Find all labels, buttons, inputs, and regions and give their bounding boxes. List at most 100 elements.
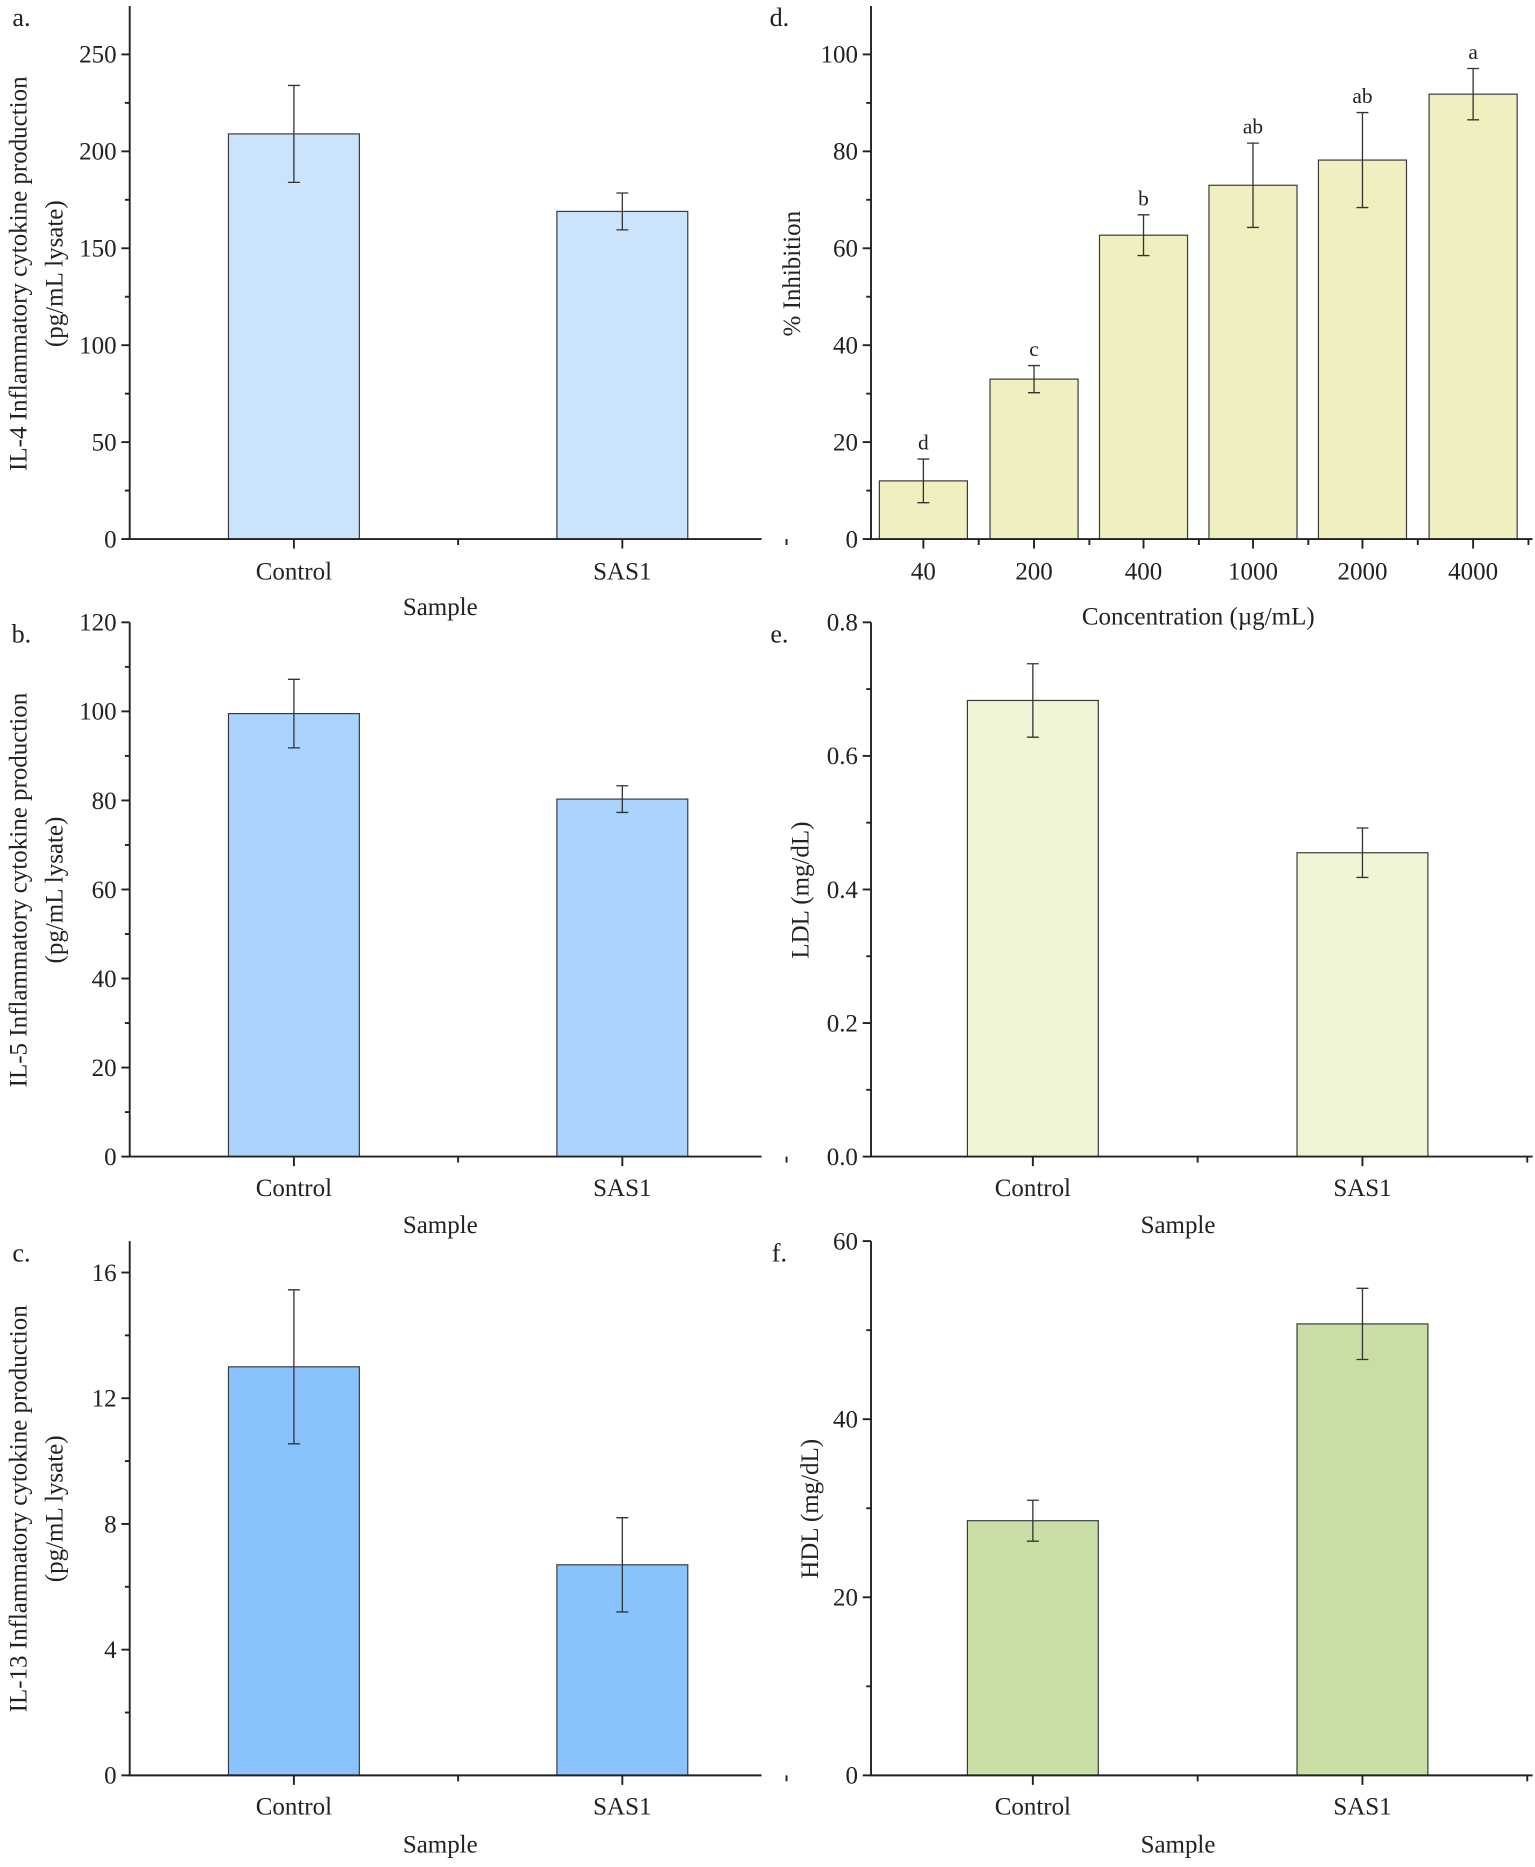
y-tick-label: 0.8	[827, 610, 858, 637]
error-bar	[1356, 827, 1369, 879]
error-bar	[1356, 1287, 1369, 1361]
error-bar	[1137, 214, 1150, 257]
y-axis-title: HDL (mg/dL)	[797, 1439, 824, 1579]
y-tick-label: 0	[104, 526, 116, 553]
bar-2000	[1317, 159, 1408, 540]
error-bar	[1356, 111, 1369, 209]
x-tick-label: SAS1	[593, 558, 651, 585]
x-tick-label: 4000	[1448, 558, 1498, 585]
x-tick-label: Control	[995, 1175, 1071, 1202]
x-tick-label: 400	[1125, 558, 1162, 585]
panel-label: c.	[12, 1238, 30, 1267]
error-bar	[1028, 364, 1040, 394]
y-axis-title: (pg/mL lysate)	[41, 1435, 68, 1582]
y-axis-title: IL-5 Inflammatory cytokine production	[6, 692, 33, 1087]
error-bar	[1026, 663, 1039, 738]
significance-letter: c	[1029, 337, 1039, 361]
bar-sas1	[1296, 852, 1429, 1158]
x-tick-label: SAS1	[1333, 1794, 1391, 1821]
y-tick-label: 200	[79, 139, 116, 166]
error-bar	[1247, 142, 1259, 229]
y-tick-label: 60	[833, 236, 858, 263]
panel-f: 0 20 40 60 Control SAS1 Sample HDL (mg/dL) f.	[772, 1228, 1533, 1859]
y-tick-label: 20	[833, 1585, 858, 1612]
y-axis-title: % Inhibition	[779, 210, 806, 336]
significance-letter: a	[1468, 40, 1478, 64]
panel-label: e.	[770, 620, 788, 649]
y-tick-label: 60	[833, 1228, 858, 1255]
bar-400	[1098, 234, 1189, 540]
x-tick-label: 1000	[1228, 558, 1278, 585]
bar-control	[966, 699, 1099, 1158]
y-tick-label: 80	[92, 788, 117, 815]
y-tick-label: 20	[92, 1055, 117, 1082]
x-tick-label: 200	[1015, 558, 1052, 585]
y-tick-label: 0.2	[827, 1010, 858, 1037]
significance-letter: d	[918, 431, 929, 455]
x-tick-label: 2000	[1337, 558, 1387, 585]
panel-d: d c b ab ab a 0 20 40 60 80 100 40 200 400 1000 2000 4000…	[770, 3, 1533, 631]
panel-c: 0 4 8 12 16 Control SAS1 Sample IL-13 Inflammato…	[6, 1238, 788, 1859]
x-tick-label: Control	[256, 1794, 332, 1821]
panel-label: f.	[772, 1238, 787, 1267]
x-tick-label: Control	[995, 1794, 1071, 1821]
error-bar	[917, 458, 930, 504]
bar-1000	[1208, 184, 1298, 540]
bar-4000	[1428, 93, 1518, 540]
y-axis-title: IL-13 Inflammatory cytokine production	[6, 1305, 33, 1713]
y-tick-label: 0.6	[827, 743, 858, 770]
error-bar	[1026, 1499, 1039, 1542]
bar-control	[227, 713, 360, 1158]
y-tick-label: 120	[79, 610, 116, 637]
significance-letter: ab	[1243, 115, 1263, 139]
y-tick-label: 0	[104, 1144, 116, 1171]
bar-200	[989, 378, 1079, 540]
error-bar	[616, 1517, 629, 1613]
x-tick-label: Control	[256, 1175, 332, 1202]
y-tick-label: 4	[104, 1637, 117, 1664]
y-tick-label: 50	[92, 429, 117, 456]
y-tick-label: 0	[104, 1763, 116, 1790]
error-bar	[616, 785, 629, 814]
y-tick-label: 8	[104, 1511, 116, 1538]
y-tick-label: 0	[845, 526, 857, 553]
panel-label: a.	[12, 3, 30, 32]
y-tick-label: 16	[92, 1260, 117, 1287]
y-tick-label: 100	[79, 333, 116, 360]
y-tick-label: 250	[79, 42, 116, 69]
error-bar	[287, 84, 300, 184]
y-tick-label: 40	[92, 966, 117, 993]
y-axis-title: IL-4 Inflammatory cytokine production	[6, 76, 33, 471]
error-bar	[616, 192, 629, 231]
x-tick-label: SAS1	[593, 1175, 651, 1202]
bar-control	[227, 133, 360, 540]
panel-a: 0 50 100 150 200 250 Control SAS1 Sample IL-4 Inf…	[6, 3, 788, 621]
bar-sas1	[556, 210, 689, 540]
y-axis-title: LDL (mg/dL)	[787, 822, 814, 959]
error-bar	[287, 678, 300, 749]
y-tick-label: 100	[820, 42, 857, 69]
x-axis-title: Sample	[403, 1212, 478, 1239]
bar-sas1	[556, 798, 689, 1158]
y-tick-label: 80	[833, 139, 858, 166]
x-axis-title: Sample	[403, 1832, 478, 1859]
y-tick-label: 100	[79, 699, 116, 726]
error-bar	[1467, 67, 1480, 121]
x-tick-label: SAS1	[593, 1794, 651, 1821]
bar-control	[966, 1520, 1099, 1776]
panel-label: b.	[12, 620, 32, 649]
x-axis-title: Sample	[403, 594, 478, 621]
x-tick-label: 40	[911, 558, 936, 585]
panel-b: 0 20 40 60 80 100 120 Control SAS1 Sample IL-5 Inf…	[6, 610, 788, 1239]
x-axis-title: Sample	[1141, 1212, 1216, 1239]
y-axis-title: (pg/mL lysate)	[41, 817, 68, 964]
y-tick-label: 0	[845, 1763, 857, 1790]
bar-sas1	[1296, 1323, 1429, 1776]
y-tick-label: 40	[833, 1407, 858, 1434]
panel-e: 0.0 0.2 0.4 0.6 0.8 Control SAS1 Sample LDL (mg/…	[770, 610, 1533, 1239]
x-tick-label: Control	[256, 558, 332, 585]
y-axis-title: (pg/mL lysate)	[41, 200, 68, 347]
panel-label: d.	[770, 3, 790, 32]
y-tick-label: 12	[92, 1386, 117, 1413]
